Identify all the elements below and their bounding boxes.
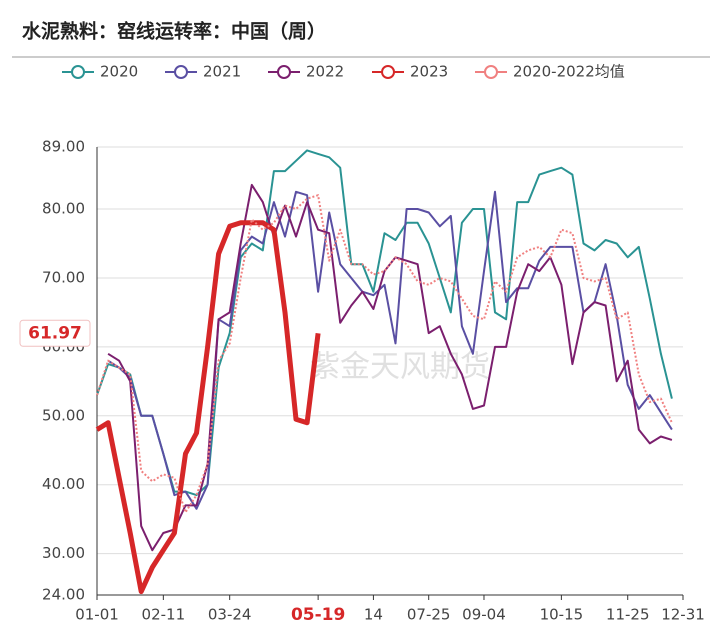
y-tick-label: 50.00 xyxy=(42,406,85,424)
x-tick-label: 12-31 xyxy=(661,606,705,624)
legend-marker xyxy=(484,65,498,79)
x-tick-label: 01-01 xyxy=(75,606,119,624)
y-tick-label: 70.00 xyxy=(42,268,85,286)
legend-label: 2020 xyxy=(100,63,138,81)
x-tick-label: 11-25 xyxy=(606,606,650,624)
y-tick-label: 89.00 xyxy=(42,138,85,156)
x-tick-label: 03-24 xyxy=(208,606,252,624)
y-tick-label: 40.00 xyxy=(42,475,85,493)
legend-item: 2023 xyxy=(372,63,448,81)
watermark: 紫金天风期货 xyxy=(310,350,490,385)
legend-marker xyxy=(381,65,395,79)
legend-label: 2023 xyxy=(410,63,448,81)
series-line xyxy=(95,220,321,595)
x-tick-label: 14 xyxy=(364,606,383,624)
series-line xyxy=(107,190,673,510)
annotation-box xyxy=(19,319,91,347)
y-tick-label: 30.00 xyxy=(42,544,85,562)
x-tick-label: 07-25 xyxy=(407,606,451,624)
y-tick-label: 24.00 xyxy=(42,586,85,604)
series-line xyxy=(96,149,673,497)
y-tick-label: 80.00 xyxy=(42,200,85,218)
annotation-label: 61.97 xyxy=(28,323,82,343)
legend-item: 2020 xyxy=(62,63,138,81)
legend-item: 2022 xyxy=(268,63,344,81)
legend-item: 2021 xyxy=(165,63,241,81)
legend-marker xyxy=(174,65,188,79)
x-tick-label: 05-19 xyxy=(291,605,345,625)
legend-marker xyxy=(277,65,291,79)
legend-item: 2020-2022均值 xyxy=(475,63,625,81)
legend-label: 2020-2022均值 xyxy=(513,63,625,81)
series-line xyxy=(96,194,673,514)
legend-label: 2022 xyxy=(306,63,344,81)
x-tick-label: 09-04 xyxy=(462,606,506,624)
legend-label: 2021 xyxy=(203,63,241,81)
chart-title: 水泥熟料：窑线运转率：中国（周） xyxy=(22,20,326,43)
legend-marker xyxy=(71,65,85,79)
x-tick-label: 10-15 xyxy=(540,606,584,624)
x-tick-label: 02-11 xyxy=(142,606,186,624)
